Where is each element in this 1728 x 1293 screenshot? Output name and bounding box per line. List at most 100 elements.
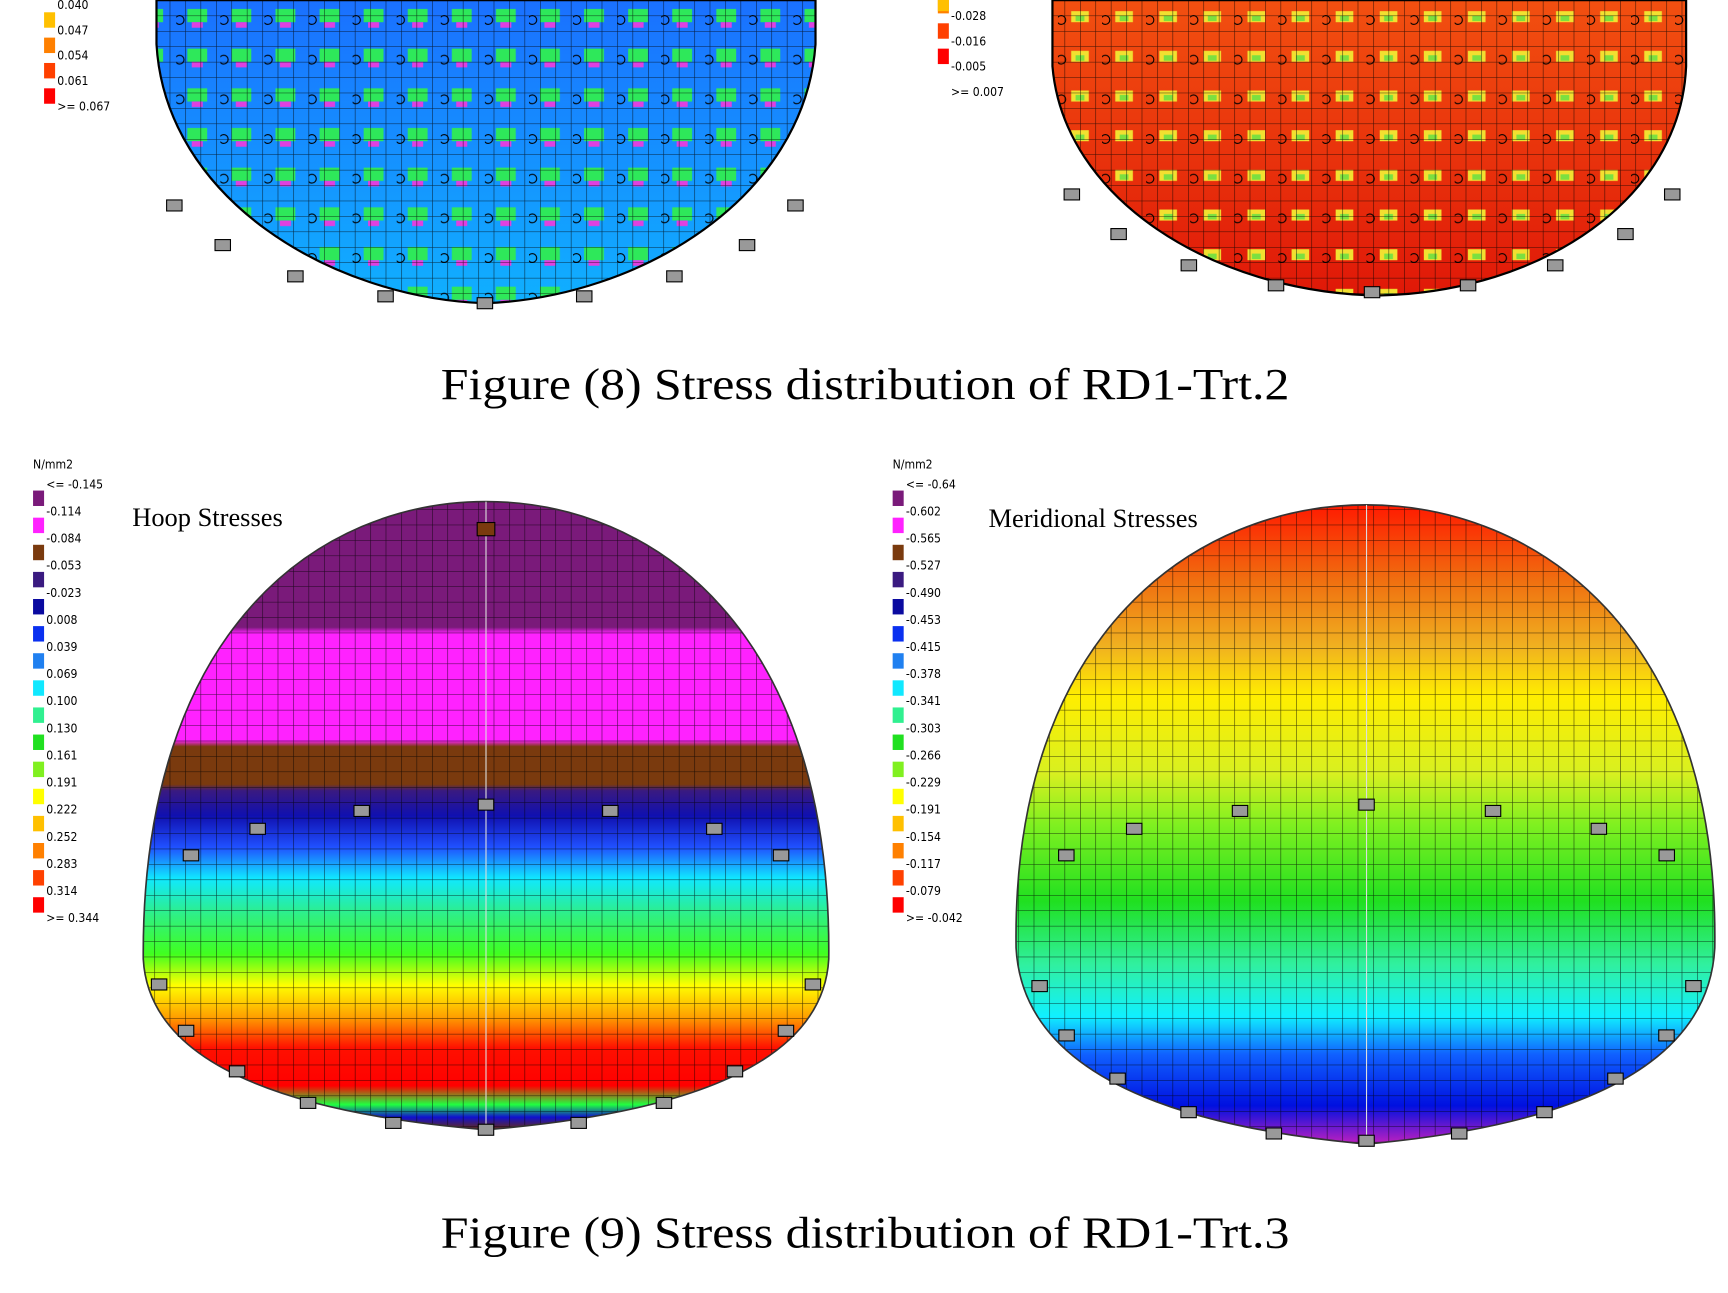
support (1265, 1127, 1283, 1140)
unit-label: N/mm2 (33, 458, 73, 472)
legend-label: 0.047 (57, 23, 88, 37)
legend-label: -0.005 (951, 60, 986, 74)
legend-label: <= -0.64 (906, 477, 956, 491)
legend-label: -0.114 (46, 504, 81, 518)
legend-swatch (33, 870, 45, 886)
legend-swatch (33, 761, 45, 778)
legend-swatch (33, 680, 45, 696)
support (477, 1123, 495, 1136)
support (777, 1024, 795, 1037)
legend-swatch (892, 544, 904, 561)
legend-label: -0.378 (906, 667, 941, 681)
legend-swatch (892, 734, 904, 750)
support (1459, 279, 1477, 292)
legend-label: -0.117 (906, 857, 941, 871)
legend-label: >= 0.067 (57, 99, 110, 113)
legend-swatch (33, 734, 45, 750)
legend-swatch (33, 788, 45, 805)
legend-swatch (33, 517, 45, 534)
support (666, 270, 683, 283)
support (287, 270, 304, 283)
support (804, 978, 822, 991)
support (1063, 188, 1081, 201)
support (1617, 228, 1634, 241)
support (1267, 279, 1285, 292)
legend-label: 0.008 (46, 613, 77, 627)
legend-swatch (33, 842, 45, 859)
legend-swatch (33, 707, 45, 723)
support (1658, 1029, 1675, 1042)
dome-meridional (1015, 504, 1716, 1145)
support (385, 1116, 402, 1129)
support (249, 822, 266, 835)
support (1484, 804, 1502, 818)
legend-label: -0.084 (46, 532, 81, 546)
support (1231, 804, 1249, 818)
legend-label: <= -0.145 (46, 477, 103, 491)
legend-swatch (892, 815, 904, 832)
legend-swatch (937, 48, 949, 65)
support (575, 290, 593, 303)
support (377, 290, 394, 303)
support (214, 239, 232, 252)
caption: Figure (9) Stress distribution of RD1-Tr… (441, 1209, 1290, 1258)
legend-swatch (44, 88, 56, 104)
support (1663, 188, 1681, 201)
support (1180, 1106, 1197, 1119)
legend-swatch (892, 599, 904, 615)
legend-swatch (892, 517, 904, 534)
support (177, 1024, 195, 1037)
legend-swatch (892, 653, 904, 669)
support (570, 1116, 587, 1129)
legend-swatch (33, 626, 45, 642)
support (1058, 1029, 1075, 1042)
dome-top-right (1051, 0, 1688, 297)
legend-label: -0.191 (906, 803, 941, 817)
legend-label: -0.016 (951, 34, 986, 48)
legend-swatch (33, 653, 45, 669)
legend-label: 0.040 (57, 0, 88, 12)
support (1358, 1134, 1375, 1147)
support (1358, 798, 1375, 811)
legend-label: 0.039 (46, 640, 77, 654)
support (228, 1065, 246, 1078)
legend-swatch (892, 870, 904, 886)
support (166, 199, 183, 212)
legend-swatch (892, 626, 904, 642)
support (1590, 822, 1608, 835)
legend-label: >= -0.042 (906, 911, 963, 925)
unit-label: N/mm2 (893, 458, 933, 472)
legend-label: -0.565 (906, 532, 941, 546)
legend-swatch (33, 490, 45, 506)
legend-label: 0.130 (46, 721, 77, 735)
support (772, 849, 790, 862)
legend-label: -0.415 (906, 640, 941, 654)
legend-label: 0.069 (46, 667, 77, 681)
panel-title: Meridional Stresses (989, 503, 1198, 533)
legend-swatch (44, 12, 56, 28)
legend-swatch (937, 0, 949, 12)
legend-label: -0.229 (906, 776, 941, 790)
legend-label: 0.283 (46, 857, 77, 871)
legend-label: 0.061 (57, 74, 88, 88)
legend-label: -0.154 (906, 830, 941, 844)
dome-top-left (155, 0, 817, 305)
legend-label: 0.054 (57, 49, 88, 63)
legend-label: -0.303 (906, 721, 941, 735)
support (1546, 259, 1564, 272)
legend-swatch (892, 897, 904, 913)
support (1363, 286, 1381, 299)
legend-label: >= 0.007 (951, 85, 1004, 99)
legend-label: 0.252 (46, 830, 77, 844)
support (1685, 980, 1702, 993)
dome-hoop (142, 500, 830, 1131)
legend-swatch (33, 599, 45, 615)
caption: Figure (8) Stress distribution of RD1-Tr… (441, 360, 1290, 409)
support (1031, 980, 1048, 993)
legend-swatch (892, 571, 904, 588)
support (1607, 1072, 1624, 1085)
legend-swatch (33, 571, 45, 588)
legend-swatch (892, 490, 904, 506)
legend-label: 0.191 (46, 776, 77, 790)
